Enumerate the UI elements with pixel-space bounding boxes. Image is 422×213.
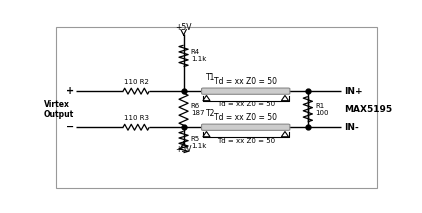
Text: T2: T2 bbox=[206, 109, 216, 118]
Text: R1
100: R1 100 bbox=[315, 103, 329, 116]
Text: R5
1.1k: R5 1.1k bbox=[191, 135, 206, 148]
Polygon shape bbox=[203, 131, 210, 137]
Polygon shape bbox=[281, 95, 289, 101]
Text: +: + bbox=[66, 86, 74, 96]
Text: R4
1.1k: R4 1.1k bbox=[191, 49, 206, 62]
FancyBboxPatch shape bbox=[202, 124, 290, 130]
Polygon shape bbox=[281, 131, 289, 137]
Text: Virtex
Output: Virtex Output bbox=[44, 99, 74, 119]
Text: R6
187: R6 187 bbox=[191, 103, 204, 116]
Text: Td = xx Z0 = 50: Td = xx Z0 = 50 bbox=[216, 102, 275, 108]
Text: MAX5195: MAX5195 bbox=[344, 105, 392, 114]
Polygon shape bbox=[203, 95, 210, 101]
Text: +5V: +5V bbox=[175, 145, 192, 154]
Text: 110 R2: 110 R2 bbox=[124, 79, 149, 85]
Text: IN-: IN- bbox=[344, 123, 359, 132]
Text: Td = xx Z0 = 50: Td = xx Z0 = 50 bbox=[216, 138, 275, 144]
Text: 110 R3: 110 R3 bbox=[124, 115, 149, 121]
Text: T1: T1 bbox=[206, 73, 216, 82]
Text: +5V: +5V bbox=[175, 23, 192, 32]
Text: −: − bbox=[66, 122, 74, 132]
Text: Td = xx Z0 = 50: Td = xx Z0 = 50 bbox=[214, 113, 277, 122]
Text: Td = xx Z0 = 50: Td = xx Z0 = 50 bbox=[214, 77, 277, 86]
FancyBboxPatch shape bbox=[202, 88, 290, 94]
Text: IN+: IN+ bbox=[344, 87, 362, 96]
